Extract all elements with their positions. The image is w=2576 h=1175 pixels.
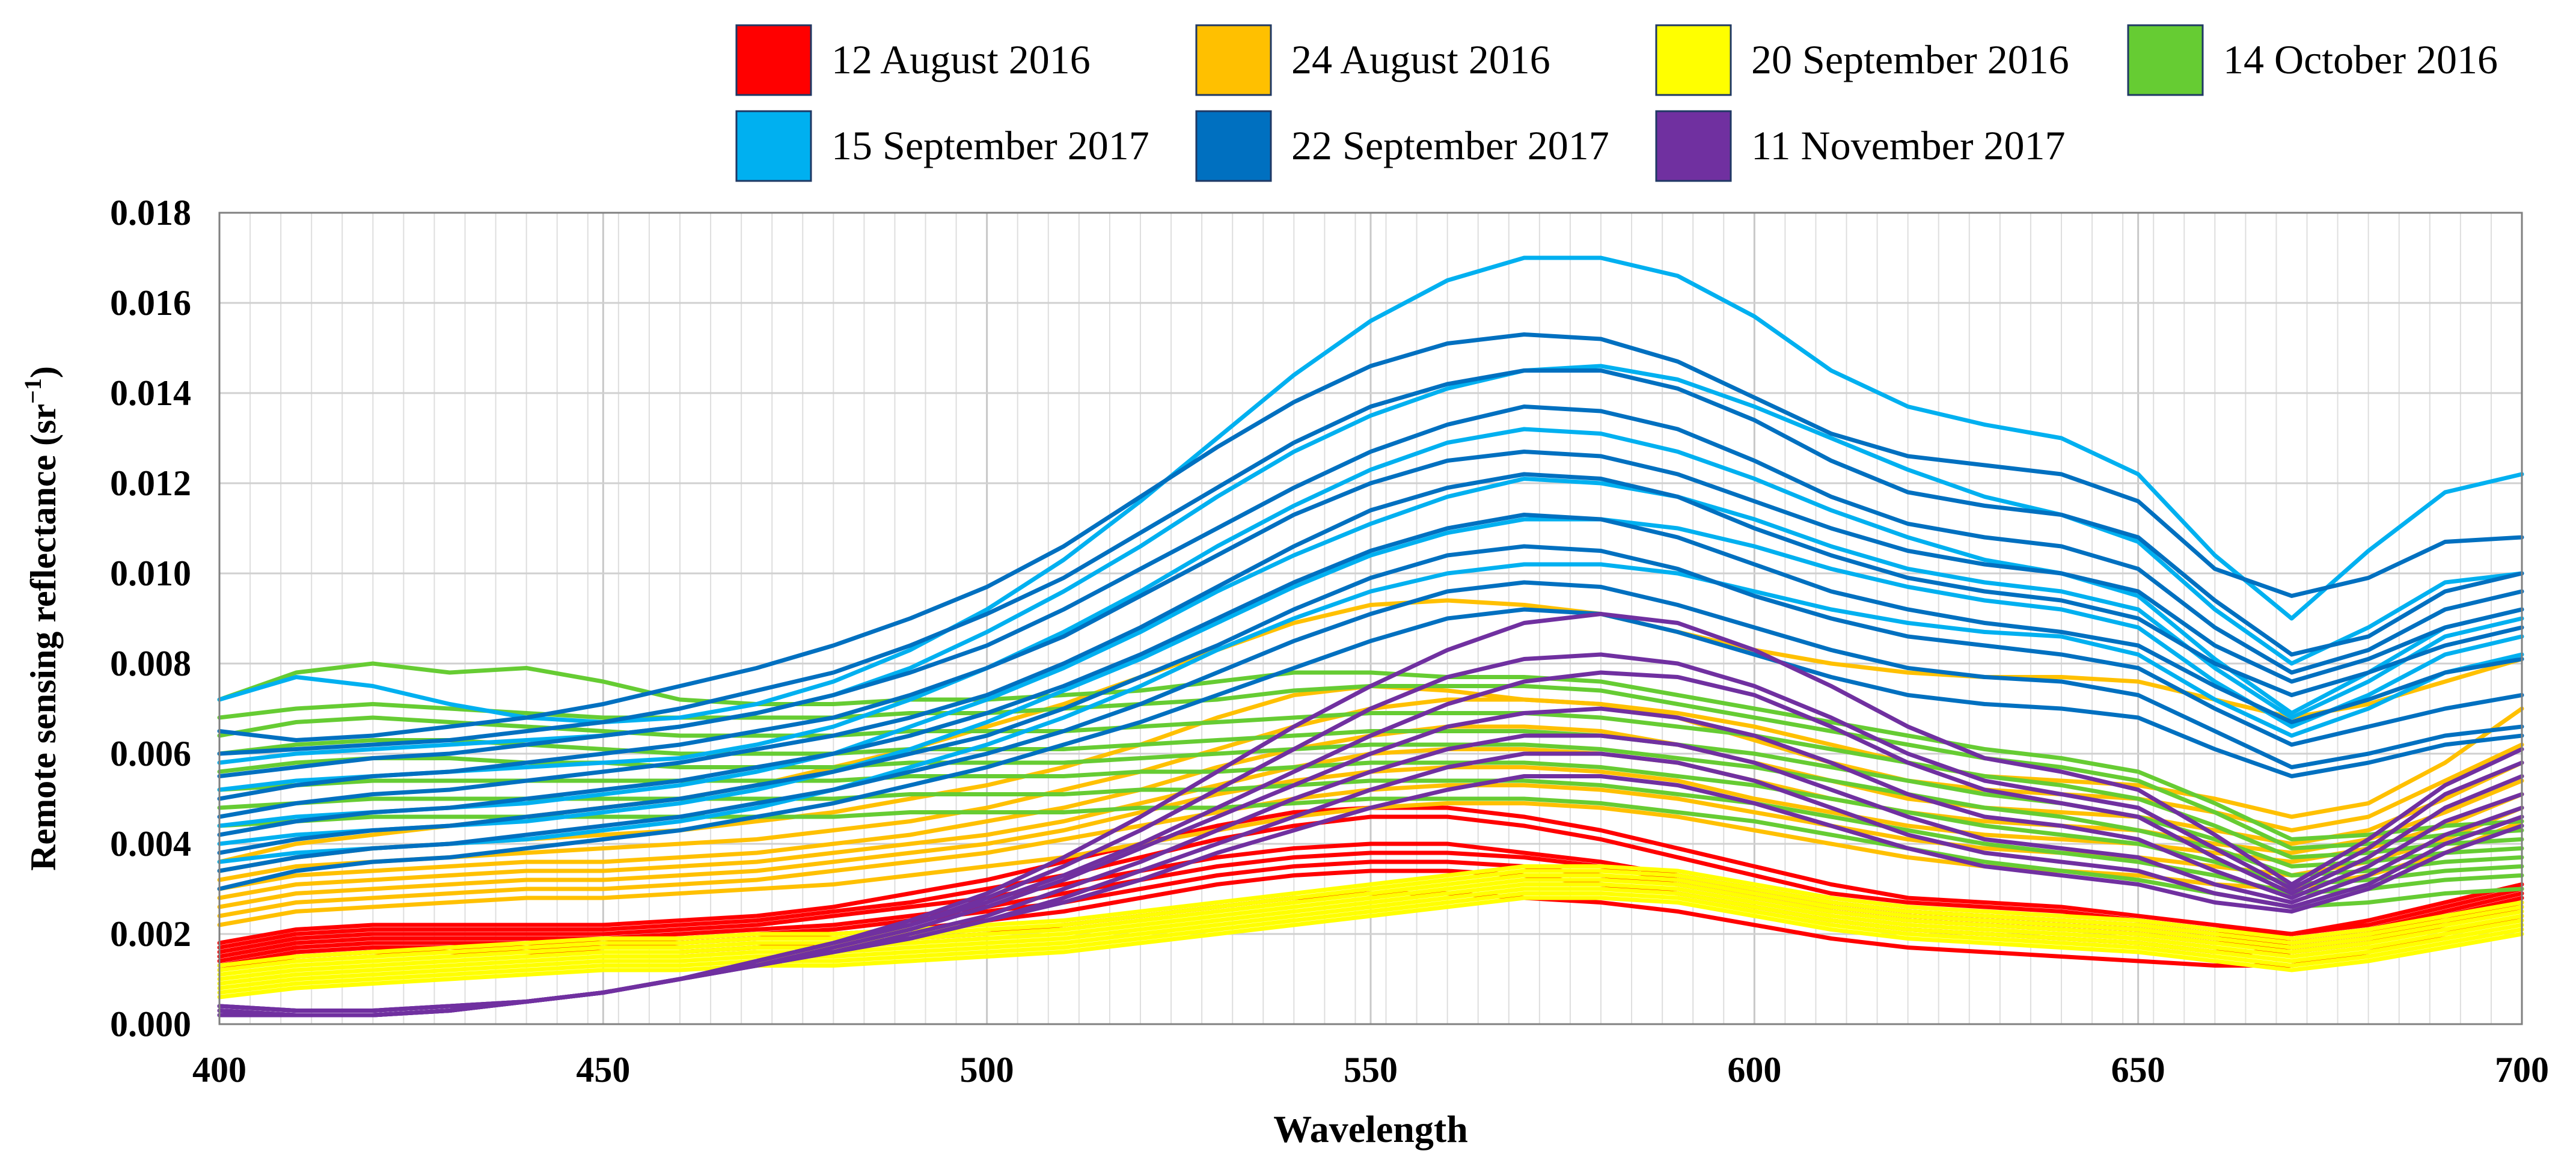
y-axis-title-main: Remote sensing reflectance (sr (23, 404, 63, 871)
y-tick-label: 0.014 (110, 373, 191, 413)
x-tick-label: 700 (2495, 1050, 2549, 1090)
spectrum-line (217, 427, 2524, 792)
spectrum-line (217, 896, 2524, 1000)
spectrum-line (217, 882, 2524, 986)
y-tick-label: 0.000 (110, 1004, 191, 1044)
spectrum-line (217, 796, 2524, 909)
y-axis-title-superscript: −1 (19, 378, 46, 404)
x-tick-label: 450 (576, 1050, 630, 1090)
x-tick-label: 500 (960, 1050, 1014, 1090)
x-axis-title: Wavelength (1273, 1108, 1468, 1150)
legend-swatch (735, 24, 812, 96)
x-tick-label: 400 (192, 1050, 246, 1090)
legend-label: 12 August 2016 (831, 37, 1091, 82)
y-tick-label: 0.016 (110, 283, 191, 323)
legend-label: 11 November 2017 (1751, 123, 2065, 168)
spectrum-line (217, 562, 2524, 864)
legend-item: 11 November 2017 (1655, 110, 2065, 182)
spectrum-line (217, 612, 2524, 1013)
spectrum-line (217, 450, 2524, 801)
series-lines (217, 255, 2524, 1018)
legend: 12 August 2016 24 August 2016 20 September… (735, 24, 2498, 182)
y-axis-title: Remote sensing reflectance (sr−1) (19, 366, 63, 871)
legend-label: 22 September 2017 (1291, 123, 1609, 168)
spectrum-line (217, 332, 2524, 742)
spectrum-line (217, 877, 2524, 981)
spectrum-line (217, 580, 2524, 873)
legend-swatch (2127, 24, 2204, 96)
spectrum-line (217, 607, 2524, 891)
legend-swatch (1195, 24, 1272, 96)
y-tick-label: 0.008 (110, 644, 191, 683)
spectrum-line (217, 513, 2524, 837)
spectrum-line (217, 887, 2524, 990)
y-tick-label: 0.006 (110, 734, 191, 774)
legend-item: 24 August 2016 (1195, 24, 1550, 96)
legend-label: 20 September 2016 (1751, 37, 2069, 82)
spectrum-line (217, 711, 2524, 859)
legend-label: 24 August 2016 (1291, 37, 1550, 82)
spectrum-line (217, 404, 2524, 778)
plot-area-frame (218, 212, 2523, 1025)
series-4 (217, 661, 2524, 909)
legend-label: 15 September 2017 (831, 123, 1149, 168)
legend-swatch (1655, 110, 1732, 182)
series-7 (217, 612, 2524, 1018)
series-3 (217, 864, 2524, 1000)
x-tick-label: 550 (1344, 1050, 1398, 1090)
spectrum-line (217, 864, 2524, 968)
y-tick-label: 0.018 (110, 193, 191, 233)
spectrum-line (217, 517, 2524, 846)
legend-swatch (1195, 110, 1272, 182)
y-tick-label: 0.004 (110, 824, 191, 864)
y-axis-title-close: ) (23, 366, 63, 378)
spectrum-line (217, 477, 2524, 828)
y-tick-label: 0.012 (110, 463, 191, 503)
legend-item: 15 September 2017 (735, 110, 1149, 182)
y-axis-tick-labels: 0.000 0.002 0.004 0.006 0.008 0.010 0.012 0.014… (110, 193, 191, 1044)
legend-item: 14 October 2016 (2127, 24, 2498, 96)
y-tick-label: 0.010 (110, 554, 191, 593)
legend-item: 22 September 2017 (1195, 110, 1609, 182)
x-tick-label: 600 (1727, 1050, 1781, 1090)
legend-swatch (1655, 24, 1732, 96)
spectrum-line (217, 544, 2524, 855)
spectrum-line (217, 873, 2524, 977)
legend-label: 14 October 2016 (2223, 37, 2498, 82)
series-6 (217, 332, 2524, 891)
x-axis-tick-labels: 400 450 500 550 600 650 700 (192, 1050, 2549, 1090)
y-tick-label: 0.002 (110, 914, 191, 954)
spectrum-line (217, 868, 2524, 972)
spectrum-line (217, 760, 2524, 887)
legend-item: 20 September 2016 (1655, 24, 2069, 96)
x-tick-label: 650 (2111, 1050, 2165, 1090)
spectrum-line (217, 661, 2524, 841)
spectrum-line (217, 472, 2524, 819)
spectrum-line (217, 891, 2524, 995)
legend-item: 12 August 2016 (735, 24, 1091, 96)
spectrum-line (217, 368, 2524, 756)
spectrum-line (217, 778, 2524, 896)
legend-swatch (735, 110, 812, 182)
